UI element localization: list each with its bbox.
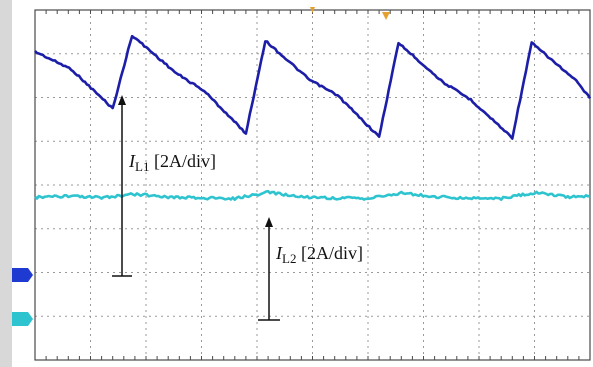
annotation-arrows [112,95,280,321]
il2-arrow-head [265,217,273,227]
il1-annotation: IL1 [2A/div] [129,152,216,173]
trigger-level-marker [382,12,390,20]
grid [34,10,591,360]
il2-trace [34,189,591,201]
il1-arrow-head [118,95,126,105]
il1-trace [34,34,592,140]
trigger-marker [310,7,315,13]
il2-symbol: I [276,243,282,263]
il1-symbol: I [129,151,135,171]
il1-subscript: L1 [135,159,150,174]
left-strip [0,0,12,367]
il2-scale: [2A/div] [300,243,363,263]
traces [34,34,592,201]
ch1-ground-marker [12,268,33,282]
trigger-markers [310,7,390,20]
channel-markers [12,268,33,326]
il2-subscript: L2 [282,251,297,266]
il2-annotation: IL2 [2A/div] [276,244,363,265]
ch2-ground-marker [12,312,33,326]
il1-scale: [2A/div] [153,151,216,171]
